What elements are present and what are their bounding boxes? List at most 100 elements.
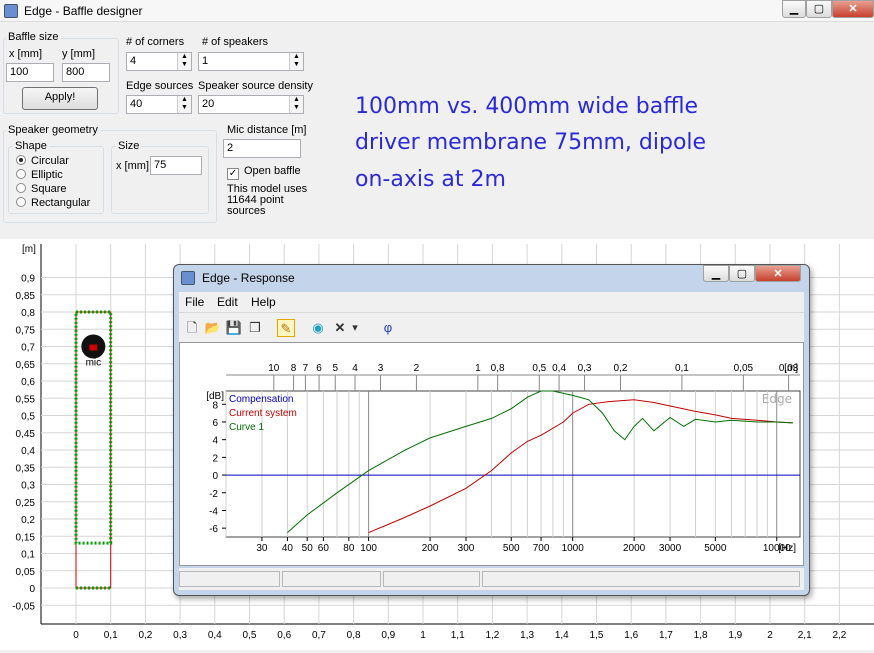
spinner-arrows-icon[interactable]: ▲ ▼: [177, 96, 191, 113]
radio-circular[interactable]: Circular: [16, 155, 69, 167]
y-tick-label: 0,05: [16, 567, 36, 578]
db-tick-label: 8: [212, 400, 218, 411]
menu-help[interactable]: Help: [251, 295, 276, 309]
y-tick-label: 0,15: [16, 532, 36, 543]
m-tick-label: 8: [291, 363, 297, 374]
m-tick-label: 10: [268, 363, 280, 374]
status-panel: [383, 571, 480, 587]
size-x-input[interactable]: 75: [150, 156, 202, 175]
y-tick-label: 0,6: [21, 377, 35, 388]
baffle-x-label: x [mm]: [9, 48, 42, 60]
maximize-button[interactable]: ▢: [806, 0, 832, 18]
size-group: [111, 146, 209, 214]
menu-file[interactable]: File: [185, 295, 205, 309]
hz-tick-label: 200: [422, 543, 439, 554]
y-tick-label: 0,65: [16, 360, 36, 371]
size-x-label: x [mm]: [116, 160, 149, 172]
response-app-icon: [181, 271, 195, 285]
open-folder-icon[interactable]: 📂: [204, 320, 222, 335]
x-tick-label: 1,3: [520, 630, 534, 641]
baffle-y-input[interactable]: 800: [62, 63, 110, 82]
hz-tick-label: 50: [302, 543, 314, 554]
legend-entry: Compensation: [229, 394, 293, 405]
plot-frame: [225, 390, 801, 538]
corners-spinner[interactable]: 4 ▲ ▼: [126, 52, 192, 71]
x-tick-label: 2,2: [832, 630, 846, 641]
save-icon[interactable]: 💾: [225, 320, 243, 335]
radio-rectangular[interactable]: Rectangular: [16, 197, 90, 209]
delete-icon[interactable]: ✕: [334, 320, 346, 335]
hz-tick-label: 300: [458, 543, 475, 554]
legend-entry: Curve 1: [229, 422, 264, 433]
radio-selected-icon: [16, 155, 26, 165]
response-title: Edge - Response: [202, 271, 295, 285]
response-window[interactable]: Edge - Response ▁ ▢ ✕ File Edit Help 🗋 📂…: [173, 264, 810, 596]
speakers-spinner[interactable]: 1 ▲ ▼: [198, 52, 304, 71]
status-panel: [482, 571, 800, 587]
hz-tick-label: 10000: [763, 543, 791, 554]
apply-button[interactable]: Apply!: [22, 87, 98, 110]
minimize-button[interactable]: ▁: [782, 0, 806, 18]
spinner-arrows-icon[interactable]: ▲ ▼: [289, 53, 303, 70]
x-tick-label: 0,3: [173, 630, 187, 641]
shape-label: Shape: [13, 140, 49, 152]
close-button[interactable]: ✕: [832, 0, 874, 18]
copy-icon[interactable]: ❐: [249, 320, 261, 335]
speakers-value: 1: [202, 55, 209, 67]
hz-tick-label: 700: [533, 543, 550, 554]
y-tick-label: 0,8: [21, 308, 35, 319]
y-tick-label: 0,85: [16, 291, 36, 302]
spinner-arrows-icon[interactable]: ▲ ▼: [289, 96, 303, 113]
annotation-line-1: 100mm vs. 400mm wide baffle: [355, 94, 699, 119]
response-minimize-button[interactable]: ▁: [703, 265, 729, 282]
spinner-arrows-icon[interactable]: ▲ ▼: [177, 53, 191, 70]
x-tick-label: 1,9: [728, 630, 742, 641]
speaker-icon[interactable]: ◉: [312, 320, 324, 335]
baffle-x-input[interactable]: 100: [6, 63, 54, 82]
edge-sources-label: Edge sources: [126, 80, 194, 92]
response-maximize-button[interactable]: ▢: [729, 265, 755, 282]
m-tick-label: 6: [316, 363, 322, 374]
source-density-spinner[interactable]: 20 ▲ ▼: [198, 95, 304, 114]
x-tick-label: 0,6: [277, 630, 291, 641]
window-title: Edge - Baffle designer: [24, 4, 143, 18]
menu-edit[interactable]: Edit: [217, 295, 238, 309]
m-tick-label: 7: [303, 363, 309, 374]
response-menubar: File Edit Help: [179, 292, 804, 312]
x-tick-label: 0,2: [138, 630, 152, 641]
x-tick-label: 0,4: [208, 630, 222, 641]
shape-group: [8, 146, 104, 214]
m-tick-label: 0,1: [675, 363, 689, 374]
db-tick-label: 2: [212, 453, 218, 464]
response-close-button[interactable]: ✕: [755, 265, 801, 282]
x-tick-label: 0: [73, 630, 79, 641]
db-tick-label: -6: [209, 524, 218, 535]
x-tick-label: 2: [767, 630, 773, 641]
x-tick-label: 1,4: [555, 630, 569, 641]
dropdown-arrow-icon[interactable]: ▾: [352, 322, 358, 334]
m-tick-label: 0,2: [614, 363, 628, 374]
m-unit-label: [m]: [784, 363, 798, 374]
y-tick-label: 0,25: [16, 498, 36, 509]
radio-square[interactable]: Square: [16, 183, 66, 195]
x-tick-label: 1,1: [451, 630, 465, 641]
x-tick-label: 0,8: [347, 630, 361, 641]
new-file-icon[interactable]: 🗋: [186, 320, 198, 335]
y-tick-label: 0: [29, 584, 35, 595]
m-tick-label: 0,3: [578, 363, 592, 374]
annotation-line-3: on-axis at 2m: [355, 167, 506, 192]
edge-sources-spinner[interactable]: 40 ▲ ▼: [126, 95, 192, 114]
hz-tick-label: 5000: [704, 543, 727, 554]
mic-distance-input[interactable]: 2: [223, 139, 301, 158]
m-tick-label: 0,4: [552, 363, 566, 374]
pencil-icon[interactable]: ✎: [277, 319, 295, 337]
phi-icon[interactable]: φ: [383, 320, 393, 335]
model-note: This model uses 11644 point sources: [227, 183, 308, 217]
status-panel: [179, 571, 280, 587]
radio-elliptic[interactable]: Elliptic: [16, 169, 63, 181]
hz-tick-label: 2000: [623, 543, 646, 554]
response-graph-svg: 8 6 4 2 0 -2 -4 -6 [dB] 30 40 50 60 80 100 200 300 500 700…: [206, 363, 801, 554]
open-baffle-checkbox[interactable]: ✓ Open baffle: [227, 165, 301, 180]
speaker-geometry-label: Speaker geometry: [6, 124, 100, 136]
x-tick-label: 0,7: [312, 630, 326, 641]
